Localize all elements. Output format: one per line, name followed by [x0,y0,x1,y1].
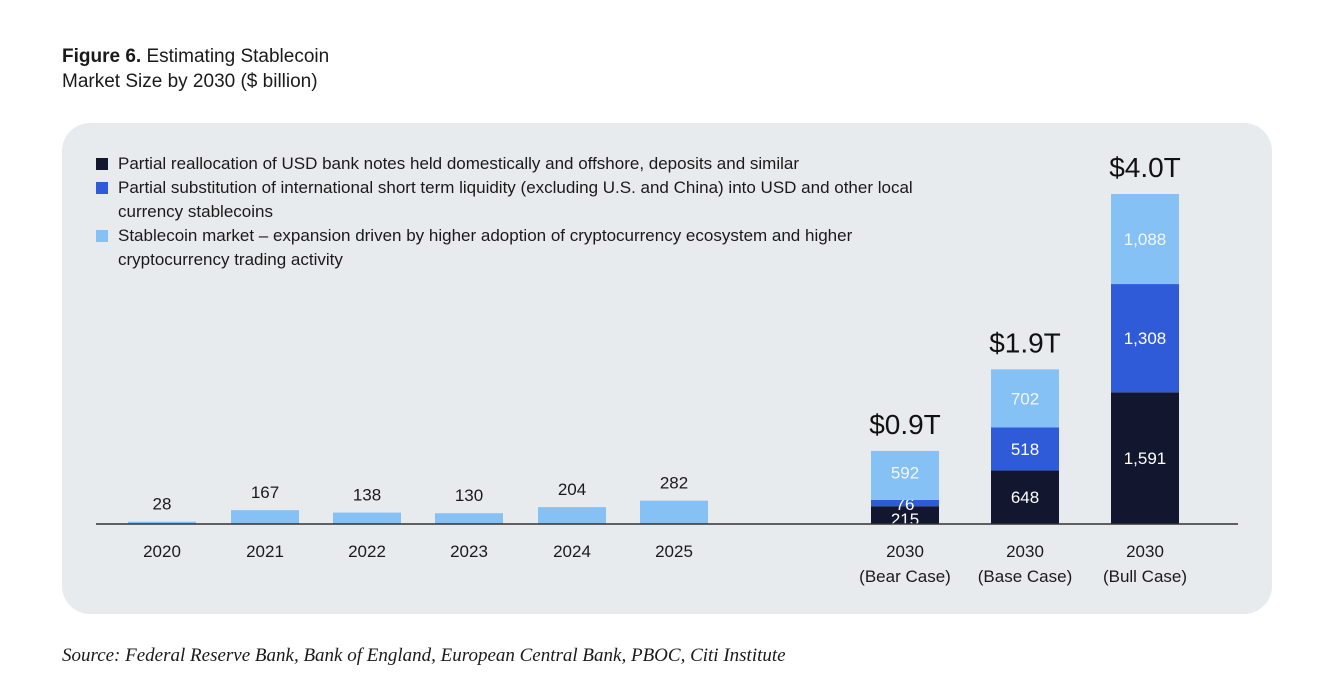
x-tick-label: 2030 [1126,542,1164,561]
total-label: $4.0T [1109,152,1181,183]
data-label: 130 [455,486,483,505]
data-label: 648 [1011,488,1039,507]
data-label: 167 [251,483,279,502]
data-label: 1,591 [1124,449,1167,468]
legend-label: Partial substitution of international sh… [118,178,913,221]
legend-label: Stablecoin market – expansion driven by … [118,226,853,269]
source-note: Source: Federal Reserve Bank, Bank of En… [62,645,786,666]
x-tick-label: (Bull Case) [1103,567,1187,586]
title-line-2: Market Size by 2030 ($ billion) [62,71,318,92]
x-tick-label: 2022 [348,542,386,561]
bar-segment [435,513,503,524]
total-label: $0.9T [869,409,941,440]
x-tick-label: (Base Case) [978,567,1072,586]
data-label: 282 [660,474,688,493]
x-tick-label: 2020 [143,542,181,561]
bar-segment [128,521,196,524]
legend-swatch [96,158,108,170]
x-tick-label: 2030 [1006,542,1044,561]
bar-segment [538,507,606,524]
legend-swatch [96,230,108,242]
legend-item: Partial substitution of international sh… [96,176,918,224]
legend-item: Stablecoin market – expansion driven by … [96,224,918,272]
bar-segment [640,500,708,524]
data-label: 1,308 [1124,329,1167,348]
legend-label: Partial reallocation of USD bank notes h… [118,154,799,173]
bar-segment [1111,392,1179,524]
legend-item: Partial reallocation of USD bank notes h… [96,152,918,176]
data-label: 702 [1011,389,1039,408]
chart-panel [62,123,1272,614]
chart-title: Figure 6. Estimating Stablecoin Market S… [62,44,329,94]
data-label: 518 [1011,440,1039,459]
bar-segment [871,506,939,524]
bar-segment [871,450,939,500]
x-tick-label: (Bear Case) [859,567,951,586]
bar-segment [231,510,299,524]
data-label: 204 [558,480,586,499]
data-label: 592 [891,463,919,482]
bar-segment [333,512,401,524]
legend: Partial reallocation of USD bank notes h… [96,152,918,272]
bar-segment [991,470,1059,524]
x-tick-label: 2025 [655,542,693,561]
data-label: 28 [153,495,172,514]
x-tick-label: 2023 [450,542,488,561]
x-tick-label: 2030 [886,542,924,561]
legend-swatch [96,182,108,194]
data-label: 138 [353,486,381,505]
bar-segment [991,427,1059,471]
bar-segment [1111,194,1179,285]
bar-segment [991,369,1059,428]
bar-segment [871,499,939,507]
data-label: 1,088 [1124,230,1167,249]
title-line-1: Estimating Stablecoin [146,46,330,67]
x-tick-label: 2021 [246,542,284,561]
bar-segment [1111,284,1179,393]
x-tick-label: 2024 [553,542,591,561]
figure-number: Figure 6. [62,46,142,67]
total-label: $1.9T [989,327,1061,358]
